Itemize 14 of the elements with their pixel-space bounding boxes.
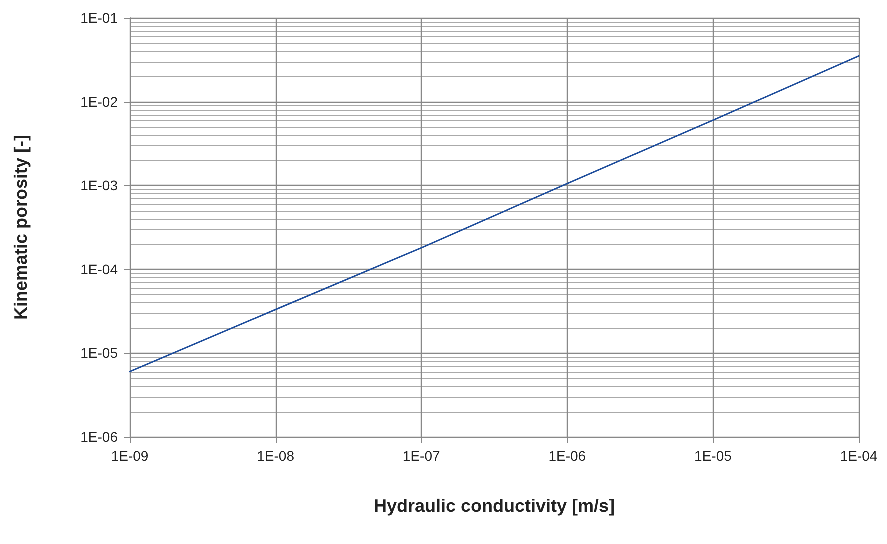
x-tick-label: 1E-08 <box>257 448 295 464</box>
x-tick-label: 1E-05 <box>694 448 732 464</box>
x-tick-label: 1E-04 <box>840 448 878 464</box>
y-tick-label: 1E-01 <box>80 10 118 26</box>
x-tick-label: 1E-07 <box>402 448 440 464</box>
y-tick-label: 1E-03 <box>80 178 118 194</box>
x-axis-title: Hydraulic conductivity [m/s] <box>374 496 616 516</box>
y-tick-label: 1E-06 <box>80 429 118 445</box>
y-tick-label: 1E-05 <box>80 345 118 362</box>
y-tick-label: 1E-02 <box>80 94 118 110</box>
y-axis-title: Kinematic porosity [-] <box>11 134 31 320</box>
x-tick-label: 1E-06 <box>548 448 586 464</box>
x-tick-label: 1E-09 <box>111 448 149 464</box>
y-tick-label: 1E-04 <box>80 261 118 278</box>
